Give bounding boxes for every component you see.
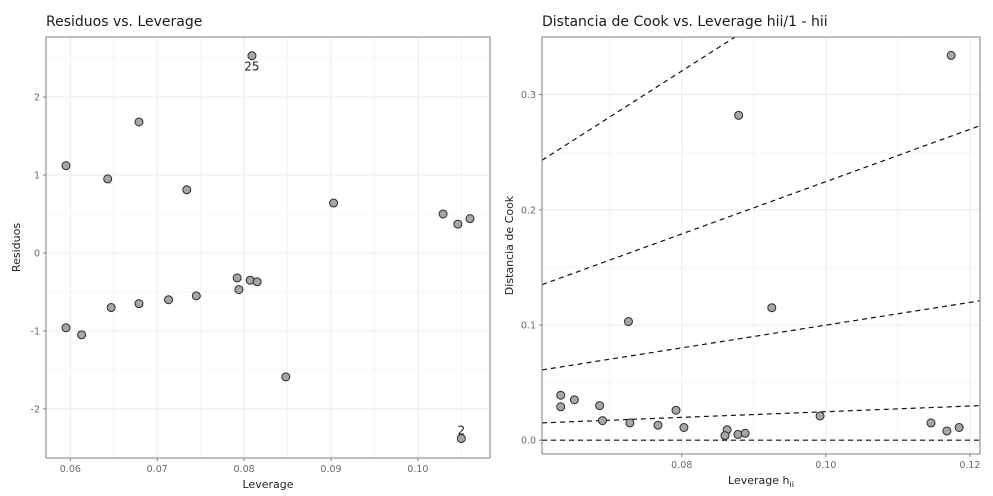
plot-frame	[541, 36, 981, 455]
data-point	[281, 372, 291, 382]
x-tick-label: 0.12	[959, 460, 980, 471]
y-tick-label: -2	[31, 404, 40, 415]
data-points	[556, 50, 964, 441]
y-tick-label: 0.1	[521, 320, 536, 331]
data-point	[767, 303, 777, 313]
x-axis-label: Leverage	[243, 478, 294, 491]
reference-line	[541, 405, 981, 424]
reference-lines	[541, 36, 981, 441]
x-tick-labels: 0.08 0.10 0.12	[671, 454, 980, 471]
y-tick-labels: 0.0 0.1 0.2 0.3	[521, 90, 542, 447]
data-point	[103, 174, 113, 184]
y-axis-label: Distancia de Cook	[503, 195, 516, 295]
x-axis-label-subscript: ii	[790, 480, 794, 489]
data-point	[942, 426, 952, 436]
data-point	[61, 161, 71, 171]
data-point	[134, 117, 144, 127]
data-point	[569, 395, 579, 405]
data-point	[329, 198, 339, 208]
data-point	[182, 185, 192, 195]
x-tick-label: 0.10	[815, 460, 836, 471]
reference-line	[541, 300, 981, 371]
y-tick-label: 0.0	[521, 436, 536, 447]
grid	[542, 36, 980, 454]
point-label: 2	[458, 424, 466, 438]
data-point	[740, 428, 750, 438]
y-axis-label: Residuos	[10, 223, 23, 272]
data-point	[556, 402, 566, 412]
cooks-distance-vs-leverage-panel: Distancia de Cook vs. Leverage hii/1 - h…	[503, 14, 981, 489]
x-tick-labels: 0.06 0.07 0.08 0.09 0.10	[60, 458, 428, 475]
plot-frame	[45, 36, 491, 459]
data-point	[598, 416, 608, 426]
data-point	[191, 291, 201, 301]
y-tick-labels: -2 -1 0 1 2	[31, 93, 46, 415]
chart-title: Distancia de Cook vs. Leverage hii/1 - h…	[542, 14, 828, 30]
data-point	[106, 303, 116, 313]
x-axis-label-main: Leverage h	[728, 474, 789, 487]
data-point	[625, 418, 635, 428]
x-tick-label: 0.08	[234, 464, 255, 475]
data-point	[671, 405, 681, 415]
data-point	[465, 214, 475, 224]
x-tick-label: 0.06	[60, 464, 81, 475]
data-point	[77, 330, 87, 340]
point-label: 25	[244, 60, 259, 74]
data-point	[623, 317, 633, 327]
data-point	[653, 420, 663, 430]
reference-line	[541, 36, 736, 161]
x-axis-label: Leverage hii	[728, 474, 794, 489]
grid	[46, 37, 490, 458]
data-point	[456, 434, 466, 444]
data-point	[734, 110, 744, 120]
y-tick-label: 2	[34, 93, 40, 104]
data-point	[134, 299, 144, 309]
y-tick-label: 0.2	[521, 205, 536, 216]
data-point	[252, 277, 262, 287]
y-tick-label: -1	[31, 326, 40, 337]
x-tick-label: 0.08	[671, 460, 692, 471]
chart-title: Residuos vs. Leverage	[46, 14, 202, 30]
data-point	[954, 423, 964, 433]
reference-line	[541, 125, 981, 286]
data-points	[61, 51, 475, 444]
data-point	[720, 431, 730, 441]
y-tick-label: 0.3	[521, 90, 536, 101]
data-point	[595, 401, 605, 411]
data-point	[164, 295, 174, 305]
x-tick-label: 0.07	[147, 464, 168, 475]
data-point	[556, 390, 566, 400]
y-tick-label: 1	[34, 170, 40, 181]
data-point	[679, 423, 689, 433]
residuals-vs-leverage-panel: Residuos vs. Leverage 252 0.06 0.07 0.08 0.…	[10, 14, 491, 491]
data-point	[61, 323, 71, 333]
point-labels: 25 2	[244, 60, 465, 438]
y-tick-label: 0	[34, 248, 40, 259]
x-tick-label: 0.09	[320, 464, 341, 475]
data-point	[926, 418, 936, 428]
data-point	[733, 429, 743, 439]
data-point	[946, 50, 956, 60]
data-point	[438, 209, 448, 219]
data-point	[232, 273, 242, 283]
data-point	[453, 219, 463, 229]
data-point	[247, 51, 257, 61]
x-tick-label: 0.10	[407, 464, 428, 475]
data-point	[234, 285, 244, 295]
data-point	[815, 411, 825, 421]
